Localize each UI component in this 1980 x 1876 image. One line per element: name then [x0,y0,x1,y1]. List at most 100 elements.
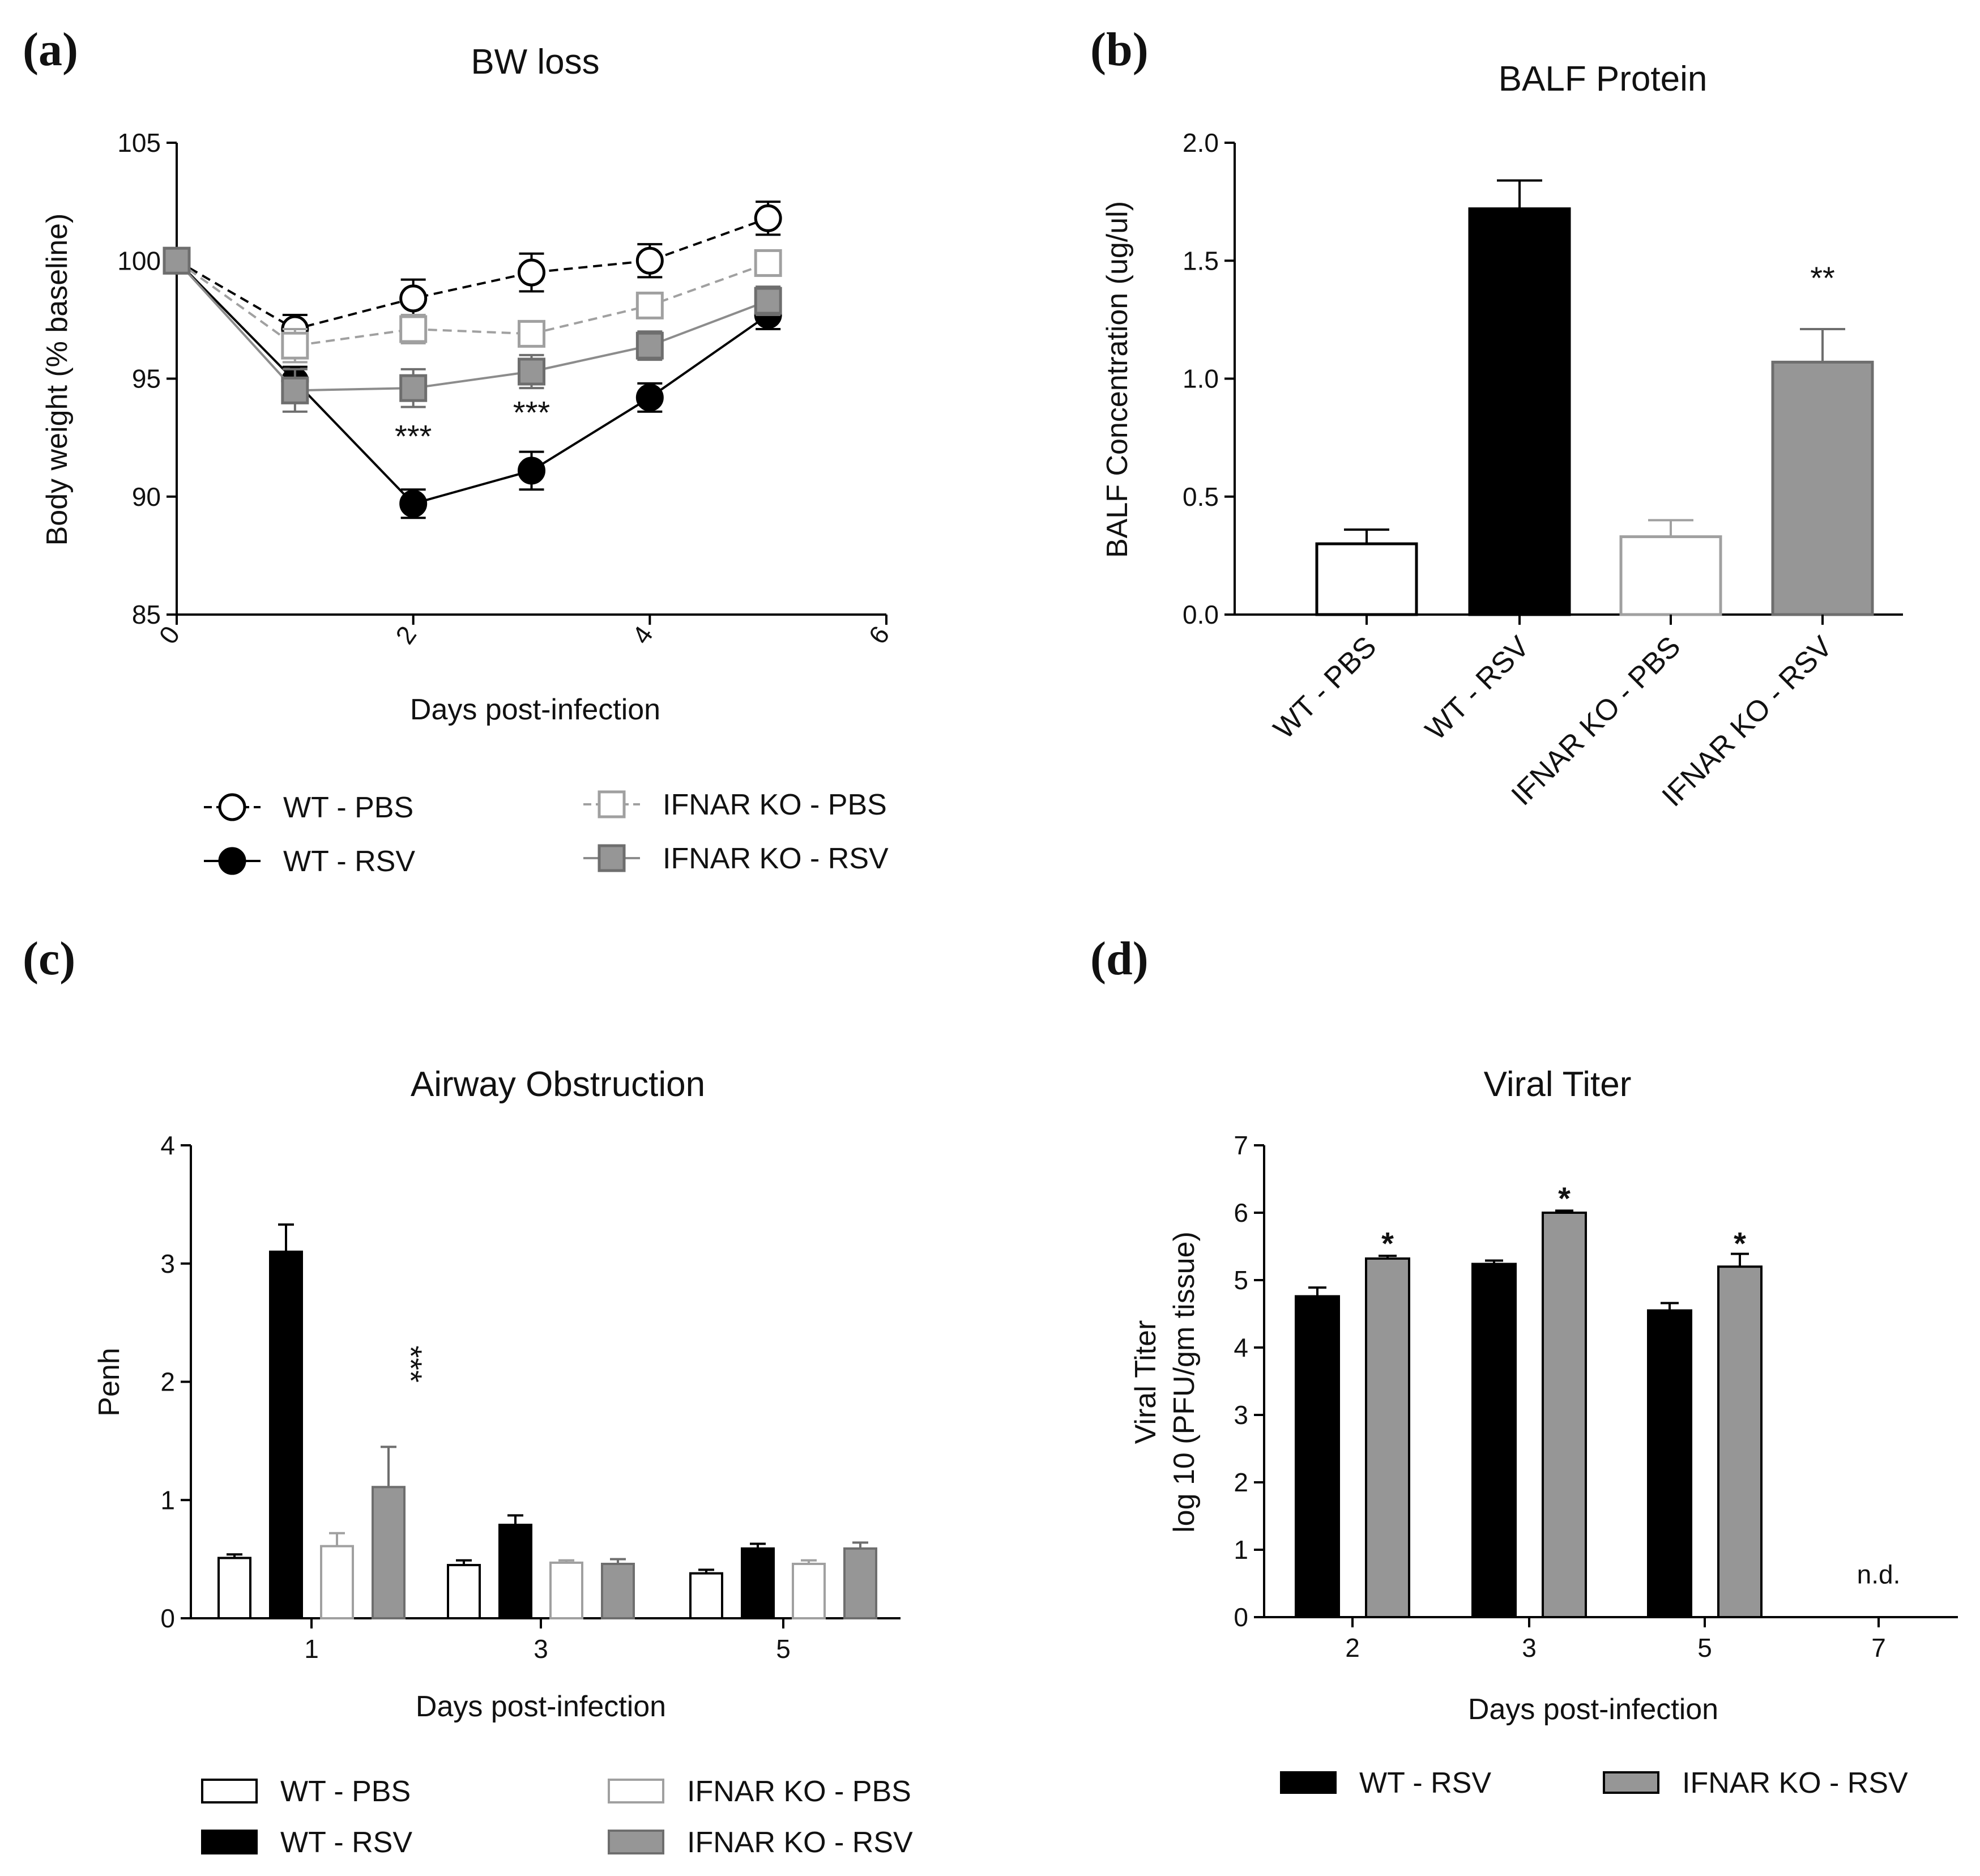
x-tick-label: IFNAR KO - PBS [1505,630,1687,812]
bar [1365,1257,1410,1618]
x-axis-title: Days post-infection [416,1690,666,1723]
legend-swatch [608,1779,664,1803]
not-detected-label: n.d. [1857,1560,1901,1589]
legend-label: IFNAR KO - PBS [663,788,887,821]
legend-label: IFNAR KO - PBS [687,1775,911,1808]
x-tick-label: IFNAR KO - RSV [1656,630,1839,813]
legend-label: IFNAR KO - RSV [1682,1767,1908,1800]
series-line-3 [176,259,769,347]
data-point [399,489,428,518]
x-tick-label: 2 [1345,1633,1360,1662]
legend-swatch [201,1779,258,1803]
significance-marker: *** [395,418,432,454]
y-tick-label: 100 [117,246,161,275]
data-point [399,374,428,402]
data-point [635,331,664,360]
legend-label: IFNAR KO - RSV [663,842,889,875]
y-tick-label: 0 [1234,1602,1248,1632]
data-point [635,383,664,412]
data-point [754,204,782,232]
chart-panel-a: BW loss 85 90 95 100 105 0 2 4 6 Days post-infecti… [41,42,895,878]
legend-label: WT - RSV [1359,1767,1491,1800]
chart-panel-c: Airway Obstruction 0 1 2 3 4 Days post-infecti… [93,1065,913,1859]
y-tick-label: 4 [1234,1333,1248,1362]
bar [1647,1309,1692,1619]
bar [689,1572,723,1620]
legend-label: IFNAR KO - RSV [687,1826,913,1859]
x-tick-label: 6 [863,620,895,649]
y-tick-label: 3 [160,1249,175,1278]
y-tick-label: 7 [1234,1131,1248,1160]
y-axis-title: Viral Titer [1129,1320,1162,1444]
significance-marker: * [1381,1226,1394,1261]
data-point [399,315,428,343]
bar [1717,1265,1763,1618]
legend-label: WT - PBS [283,791,413,824]
bar [549,1561,583,1619]
data-point [281,331,309,360]
bar [1471,1263,1517,1618]
x-tick-label: 5 [776,1634,791,1664]
legend-swatch [1280,1771,1337,1794]
data-point [163,246,191,275]
y-axis-title: Body weight (% baseline) [41,214,74,546]
bar [269,1250,303,1619]
chart-panel-d: Viral Titer 0 1 2 3 4 5 6 7 Days post-infection Vi… [1129,1065,1958,1800]
y-tick-label: 0 [160,1604,175,1633]
y-tick-label: 3 [1234,1400,1248,1430]
y-tick-label: 6 [1234,1198,1248,1227]
significance-marker: * [1734,1226,1746,1261]
x-axis-title: Days post-infection [410,693,660,726]
legend-swatch [201,1830,258,1854]
y-tick-label: 95 [132,364,161,394]
legend-label: WT - PBS [280,1775,411,1808]
data-point [754,287,782,315]
bar [447,1564,481,1619]
y-tick-label: 1 [160,1485,175,1515]
legend-swatch [1603,1771,1659,1794]
y-tick-label: 4 [160,1131,175,1160]
bar [498,1524,532,1619]
x-tick-label: 0 [153,620,185,649]
significance-marker: ** [1810,260,1835,296]
bar [1295,1295,1340,1619]
data-point [754,249,782,277]
y-tick-label: 0.5 [1183,482,1219,511]
data-point [518,319,545,348]
x-tick-label: 5 [1697,1633,1712,1662]
bar [1542,1212,1587,1618]
y-tick-label: 0.0 [1183,600,1219,629]
chart-title: Airway Obstruction [411,1065,705,1104]
panel-label-b: (b) [1090,23,1149,76]
x-tick-label: 3 [534,1634,548,1664]
y-tick-label: 1 [1234,1535,1248,1564]
legend-swatch [608,1830,664,1854]
y-tick-label: 2 [1234,1468,1248,1497]
data-point [399,284,428,313]
x-tick-label: 7 [1871,1633,1886,1662]
panel-label-d: (d) [1090,932,1149,985]
x-tick-label: WT - RSV [1419,630,1536,747]
data-point [281,376,309,404]
series-line-4 [176,259,769,392]
data-point [635,246,664,275]
y-tick-label: 1.5 [1183,246,1219,275]
panel-label-a: (a) [23,23,78,76]
bar [843,1547,877,1619]
y-tick-label: 85 [132,600,161,629]
legend-swatch [218,847,246,875]
y-axis-title: BALF Concentration (ug/ul) [1101,201,1134,558]
series-line-1 [176,217,769,331]
significance-marker: * [1558,1180,1571,1216]
x-axis-title: Days post-infection [1468,1693,1718,1726]
significance-marker: *** [513,395,550,430]
x-tick-label: 4 [626,620,659,649]
significance-marker: *** [393,1345,429,1382]
y-tick-label: 5 [1234,1265,1248,1295]
y-tick-label: 105 [117,128,161,157]
bar [372,1486,406,1620]
y-tick-label: 1.0 [1183,364,1219,394]
y-tick-label: 90 [132,482,161,511]
chart-title: Viral Titer [1484,1065,1632,1104]
